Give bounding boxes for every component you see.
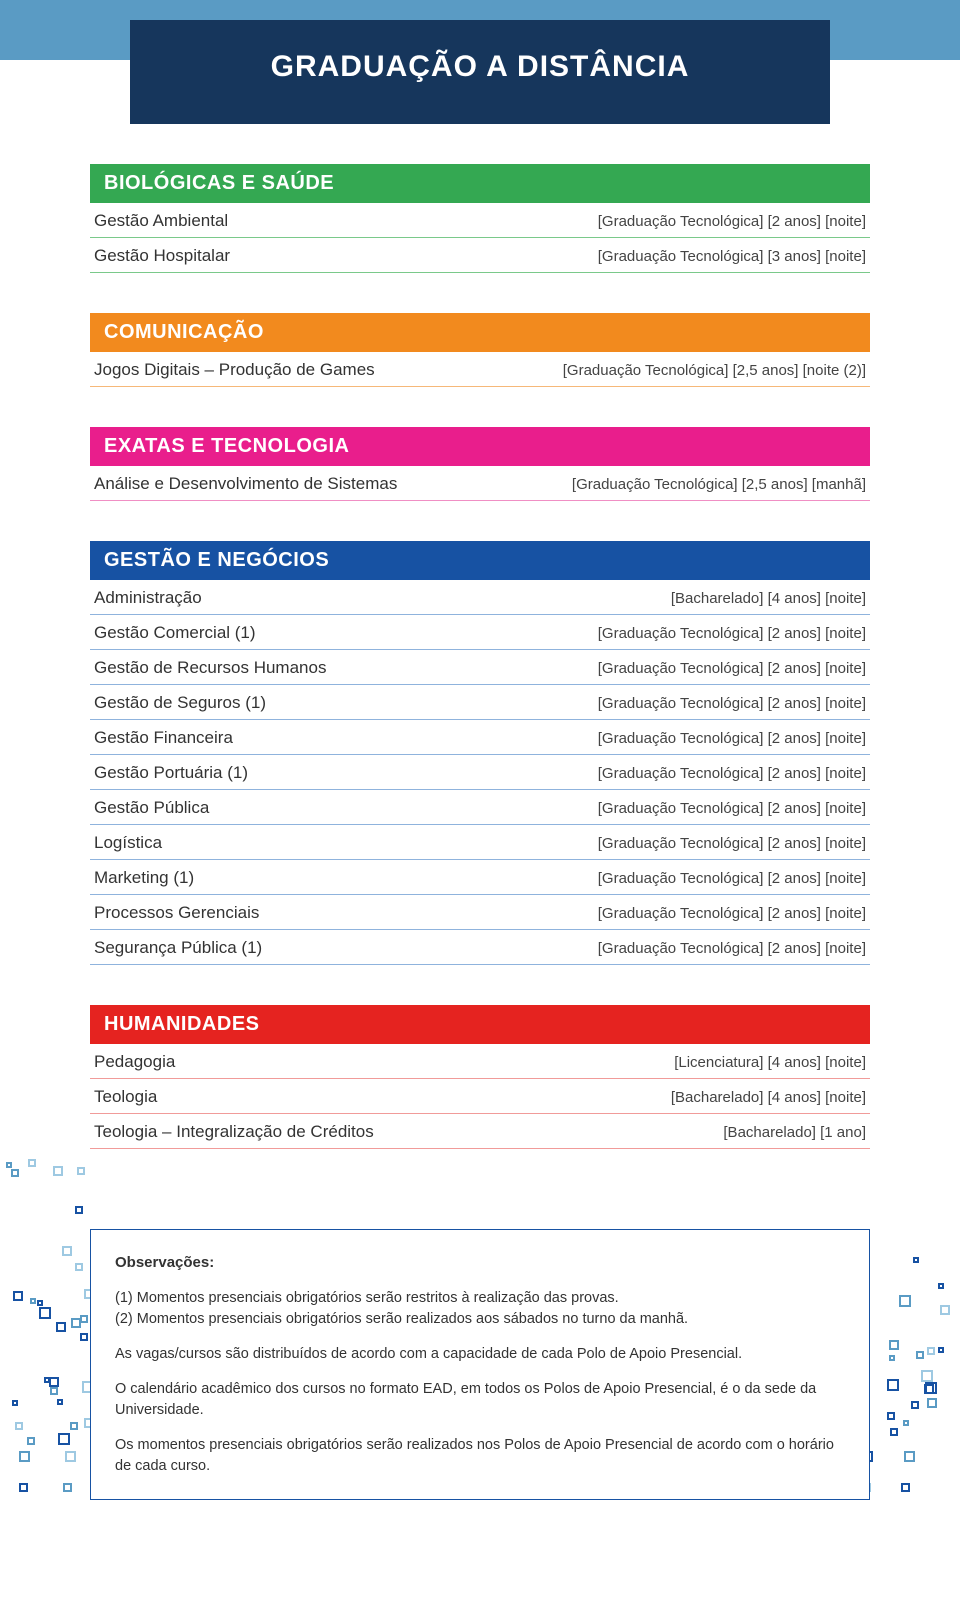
course-meta: [Graduação Tecnológica] [2 anos] [noite] <box>586 213 866 230</box>
observation-paragraph: O calendário acadêmico dos cursos no for… <box>115 1379 845 1421</box>
page-title: GRADUAÇÃO A DISTÂNCIA <box>150 50 810 84</box>
observation-paragraph: As vagas/cursos são distribuídos de acor… <box>115 1344 845 1365</box>
section: GESTÃO E NEGÓCIOSAdministração[Bacharela… <box>90 541 870 965</box>
observations-title: Observações: <box>115 1252 845 1274</box>
course-name: Jogos Digitais – Produção de Games <box>94 360 551 380</box>
course-row: Gestão de Recursos Humanos[Graduação Tec… <box>90 650 870 685</box>
section: HUMANIDADESPedagogia[Licenciatura] [4 an… <box>90 1005 870 1149</box>
course-name: Processos Gerenciais <box>94 903 586 923</box>
course-row: Gestão Pública[Graduação Tecnológica] [2… <box>90 790 870 825</box>
course-meta: [Licenciatura] [4 anos] [noite] <box>662 1054 866 1071</box>
course-meta: [Graduação Tecnológica] [3 anos] [noite] <box>586 248 866 265</box>
course-name: Gestão Financeira <box>94 728 586 748</box>
course-row: Gestão Hospitalar[Graduação Tecnológica]… <box>90 238 870 273</box>
course-row: Gestão de Seguros (1)[Graduação Tecnológ… <box>90 685 870 720</box>
course-row: Gestão Ambiental[Graduação Tecnológica] … <box>90 203 870 238</box>
course-meta: [Bacharelado] [1 ano] <box>711 1124 866 1141</box>
course-name: Gestão de Recursos Humanos <box>94 658 586 678</box>
course-row: Logística[Graduação Tecnológica] [2 anos… <box>90 825 870 860</box>
course-meta: [Graduação Tecnológica] [2 anos] [noite] <box>586 940 866 957</box>
course-row: Teologia – Integralização de Créditos[Ba… <box>90 1114 870 1149</box>
course-name: Teologia – Integralização de Créditos <box>94 1122 711 1142</box>
course-name: Administração <box>94 588 659 608</box>
section-header: HUMANIDADES <box>90 1005 870 1044</box>
section-header: GESTÃO E NEGÓCIOS <box>90 541 870 580</box>
section-header: BIOLÓGICAS E SAÚDE <box>90 164 870 203</box>
observation-paragraph: (1) Momentos presenciais obrigatórios se… <box>115 1288 845 1330</box>
course-row: Administração[Bacharelado] [4 anos] [noi… <box>90 580 870 615</box>
course-row: Processos Gerenciais[Graduação Tecnológi… <box>90 895 870 930</box>
course-name: Gestão Pública <box>94 798 586 818</box>
course-row: Segurança Pública (1)[Graduação Tecnológ… <box>90 930 870 965</box>
course-row: Jogos Digitais – Produção de Games[Gradu… <box>90 352 870 387</box>
section: BIOLÓGICAS E SAÚDEGestão Ambiental[Gradu… <box>90 164 870 273</box>
observation-paragraph: Os momentos presenciais obrigatórios ser… <box>115 1435 845 1477</box>
section: COMUNICAÇÃOJogos Digitais – Produção de … <box>90 313 870 387</box>
course-meta: [Graduação Tecnológica] [2,5 anos] [noit… <box>551 362 866 379</box>
course-meta: [Bacharelado] [4 anos] [noite] <box>659 590 866 607</box>
course-meta: [Graduação Tecnológica] [2 anos] [noite] <box>586 835 866 852</box>
course-name: Logística <box>94 833 586 853</box>
course-meta: [Graduação Tecnológica] [2 anos] [noite] <box>586 905 866 922</box>
course-meta: [Graduação Tecnológica] [2 anos] [noite] <box>586 695 866 712</box>
course-meta: [Graduação Tecnológica] [2 anos] [noite] <box>586 625 866 642</box>
section: EXATAS E TECNOLOGIAAnálise e Desenvolvim… <box>90 427 870 501</box>
course-meta: [Graduação Tecnológica] [2 anos] [noite] <box>586 765 866 782</box>
course-name: Análise e Desenvolvimento de Sistemas <box>94 474 560 494</box>
course-name: Pedagogia <box>94 1052 662 1072</box>
course-meta: [Graduação Tecnológica] [2 anos] [noite] <box>586 730 866 747</box>
course-meta: [Bacharelado] [4 anos] [noite] <box>659 1089 866 1106</box>
course-row: Gestão Financeira[Graduação Tecnológica]… <box>90 720 870 755</box>
course-row: Marketing (1)[Graduação Tecnológica] [2 … <box>90 860 870 895</box>
observations-box: Observações: (1) Momentos presenciais ob… <box>90 1229 870 1500</box>
course-name: Gestão Portuária (1) <box>94 763 586 783</box>
course-row: Pedagogia[Licenciatura] [4 anos] [noite] <box>90 1044 870 1079</box>
course-row: Gestão Portuária (1)[Graduação Tecnológi… <box>90 755 870 790</box>
course-name: Marketing (1) <box>94 868 586 888</box>
course-row: Teologia[Bacharelado] [4 anos] [noite] <box>90 1079 870 1114</box>
section-header: EXATAS E TECNOLOGIA <box>90 427 870 466</box>
course-meta: [Graduação Tecnológica] [2 anos] [noite] <box>586 870 866 887</box>
course-row: Gestão Comercial (1)[Graduação Tecnológi… <box>90 615 870 650</box>
course-meta: [Graduação Tecnológica] [2 anos] [noite] <box>586 800 866 817</box>
course-meta: [Graduação Tecnológica] [2 anos] [noite] <box>586 660 866 677</box>
content: BIOLÓGICAS E SAÚDEGestão Ambiental[Gradu… <box>0 124 960 1209</box>
course-name: Teologia <box>94 1087 659 1107</box>
section-header: COMUNICAÇÃO <box>90 313 870 352</box>
course-name: Gestão Hospitalar <box>94 246 586 266</box>
course-meta: [Graduação Tecnológica] [2,5 anos] [manh… <box>560 476 866 493</box>
course-name: Gestão Ambiental <box>94 211 586 231</box>
course-name: Gestão de Seguros (1) <box>94 693 586 713</box>
course-name: Segurança Pública (1) <box>94 938 586 958</box>
header-box: GRADUAÇÃO A DISTÂNCIA <box>130 20 830 124</box>
course-row: Análise e Desenvolvimento de Sistemas[Gr… <box>90 466 870 501</box>
course-name: Gestão Comercial (1) <box>94 623 586 643</box>
